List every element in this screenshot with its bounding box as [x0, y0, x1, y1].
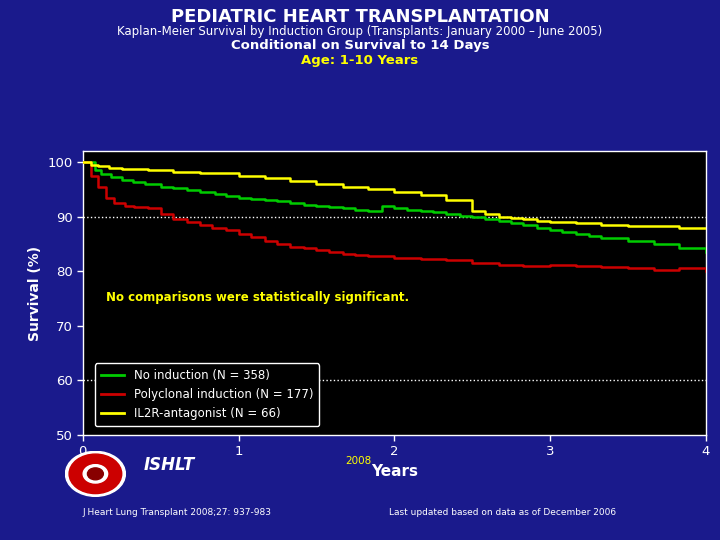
Text: No comparisons were statistically significant.: No comparisons were statistically signif… — [106, 291, 409, 304]
Circle shape — [87, 468, 104, 480]
X-axis label: Years: Years — [371, 464, 418, 478]
Text: ISHLT: ISHLT — [144, 456, 195, 474]
Legend: No induction (N = 358), Polyclonal induction (N = 177), IL2R-antagonist (N = 66): No induction (N = 358), Polyclonal induc… — [95, 363, 319, 426]
Y-axis label: Survival (%): Survival (%) — [27, 245, 42, 341]
Text: Conditional on Survival to 14 Days: Conditional on Survival to 14 Days — [230, 39, 490, 52]
Text: Kaplan-Meier Survival by Induction Group (Transplants: January 2000 – June 2005): Kaplan-Meier Survival by Induction Group… — [117, 25, 603, 38]
Circle shape — [69, 454, 122, 494]
Circle shape — [66, 451, 125, 496]
Text: PEDIATRIC HEART TRANSPLANTATION: PEDIATRIC HEART TRANSPLANTATION — [171, 8, 549, 26]
Text: J Heart Lung Transplant 2008;27: 937-983: J Heart Lung Transplant 2008;27: 937-983 — [83, 508, 272, 517]
Circle shape — [84, 464, 108, 483]
Text: 2008: 2008 — [346, 456, 372, 467]
Text: Last updated based on data as of December 2006: Last updated based on data as of Decembe… — [389, 508, 616, 517]
Text: Age: 1-10 Years: Age: 1-10 Years — [302, 54, 418, 67]
